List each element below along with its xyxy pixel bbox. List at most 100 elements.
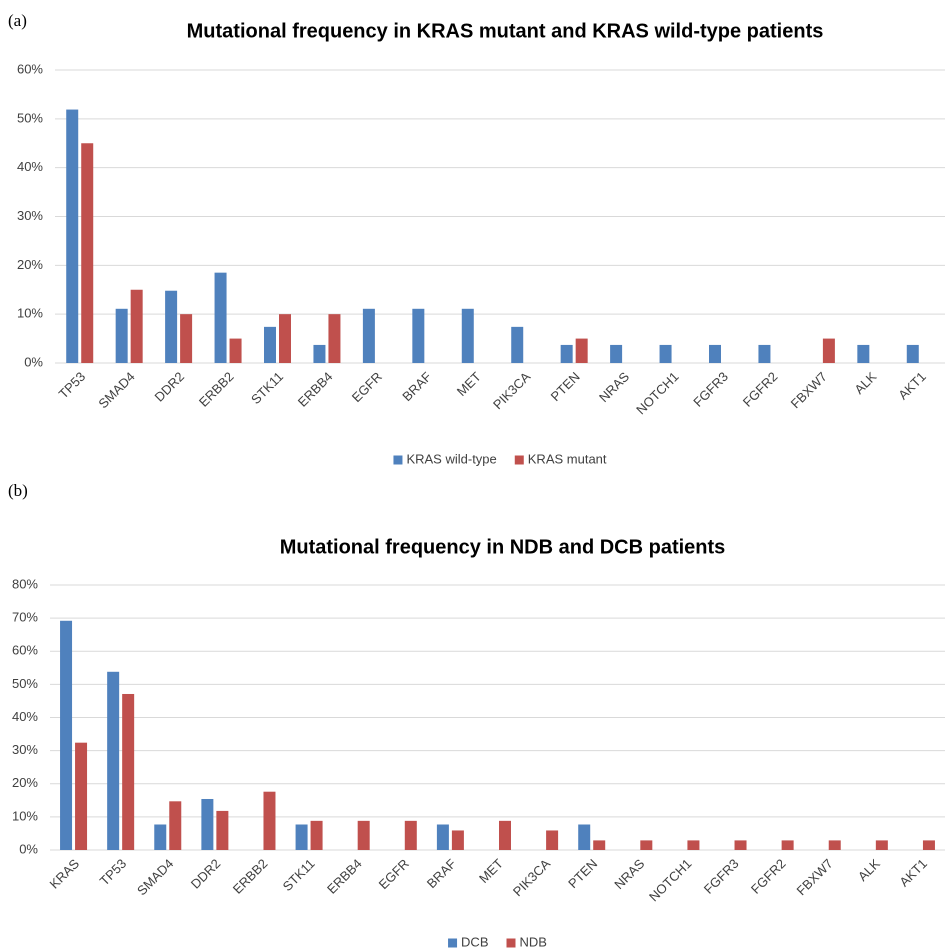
bar bbox=[75, 742, 88, 850]
bar bbox=[412, 308, 425, 363]
bar bbox=[165, 290, 178, 363]
bar bbox=[328, 314, 341, 363]
x-tick-label: PTEN bbox=[548, 369, 583, 404]
bar bbox=[511, 326, 524, 363]
x-tick-label: DDR2 bbox=[152, 369, 188, 405]
y-tick-label: 40% bbox=[12, 709, 38, 724]
x-tick-label: SMAD4 bbox=[134, 856, 176, 898]
x-tick-label: FGFR3 bbox=[701, 856, 742, 897]
bar bbox=[263, 791, 276, 850]
bar bbox=[60, 620, 73, 850]
bar bbox=[201, 798, 214, 850]
legend-label: DCB bbox=[461, 934, 488, 949]
bar bbox=[593, 840, 606, 850]
x-tick-label: PTEN bbox=[565, 856, 600, 891]
x-tick-label: SMAD4 bbox=[95, 369, 137, 411]
y-tick-label: 0% bbox=[19, 841, 38, 856]
x-tick-label: NOTCH1 bbox=[633, 369, 681, 417]
bar bbox=[734, 840, 747, 850]
x-tick-label: ALK bbox=[855, 856, 883, 884]
bar bbox=[758, 344, 771, 363]
bar bbox=[310, 820, 323, 850]
x-tick-label: FBXW7 bbox=[788, 369, 830, 411]
bar bbox=[66, 109, 79, 364]
y-tick-label: 70% bbox=[12, 610, 38, 625]
bar bbox=[906, 344, 919, 363]
bar bbox=[922, 840, 935, 850]
x-tick-label: BRAF bbox=[424, 856, 459, 891]
y-tick-label: 50% bbox=[17, 110, 43, 125]
bar bbox=[81, 143, 94, 363]
legend-swatch bbox=[514, 455, 524, 465]
bar bbox=[610, 344, 623, 363]
bar bbox=[295, 824, 308, 850]
x-tick-label: TP53 bbox=[97, 856, 130, 889]
x-tick-label: MET bbox=[454, 369, 484, 399]
bar bbox=[822, 338, 835, 363]
bar bbox=[313, 344, 326, 363]
y-tick-label: 60% bbox=[12, 643, 38, 658]
bar bbox=[828, 840, 841, 850]
bar bbox=[709, 344, 721, 363]
bar bbox=[154, 824, 167, 850]
y-tick-label: 0% bbox=[24, 354, 43, 369]
bar bbox=[180, 314, 193, 363]
x-tick-label: ALK bbox=[851, 369, 879, 397]
y-tick-label: 40% bbox=[17, 159, 43, 174]
y-tick-label: 30% bbox=[12, 742, 38, 757]
x-tick-label: KRAS bbox=[46, 856, 82, 892]
y-tick-label: 50% bbox=[12, 676, 38, 691]
bar bbox=[781, 840, 794, 850]
chart-title: Mutational frequency in KRAS mutant and … bbox=[187, 20, 824, 42]
legend-label: KRAS mutant bbox=[528, 451, 607, 466]
x-tick-label: MET bbox=[476, 856, 506, 886]
x-tick-label: NRAS bbox=[611, 856, 647, 892]
x-tick-label: AKT1 bbox=[895, 369, 929, 403]
x-tick-label: PIK3CA bbox=[510, 856, 554, 900]
bar bbox=[362, 308, 375, 363]
bar bbox=[560, 344, 573, 363]
x-tick-label: ERBB2 bbox=[230, 856, 271, 897]
x-tick-label: TP53 bbox=[56, 369, 89, 402]
legend-label: KRAS wild-type bbox=[406, 451, 496, 466]
bar bbox=[451, 830, 464, 850]
bar bbox=[499, 820, 511, 850]
y-tick-label: 10% bbox=[12, 808, 38, 823]
y-tick-label: 60% bbox=[17, 61, 43, 76]
x-tick-label: EGFR bbox=[376, 856, 412, 892]
x-tick-label: FGFR3 bbox=[690, 369, 731, 410]
bar bbox=[122, 693, 135, 850]
bar bbox=[169, 801, 182, 850]
bar bbox=[107, 671, 120, 850]
bar bbox=[575, 338, 588, 363]
bar bbox=[578, 824, 591, 850]
legend-label: NDB bbox=[520, 934, 547, 949]
bar bbox=[357, 820, 370, 850]
chart-title: Mutational frequency in NDB and DCB pati… bbox=[280, 536, 726, 558]
x-tick-label: FGFR2 bbox=[748, 856, 789, 897]
bar bbox=[115, 308, 128, 363]
bar bbox=[461, 308, 474, 363]
bar bbox=[687, 840, 700, 850]
x-tick-label: PIK3CA bbox=[490, 369, 534, 413]
bar bbox=[659, 344, 672, 363]
legend-swatch bbox=[506, 938, 516, 948]
bar bbox=[216, 810, 229, 850]
panel-label: (a) bbox=[8, 11, 27, 30]
bar bbox=[214, 272, 227, 363]
bar bbox=[857, 344, 870, 363]
bar bbox=[130, 289, 143, 363]
y-tick-label: 30% bbox=[17, 208, 43, 223]
y-tick-label: 20% bbox=[17, 257, 43, 272]
x-tick-label: EGFR bbox=[349, 369, 385, 405]
x-tick-label: FBXW7 bbox=[794, 856, 836, 898]
bar bbox=[875, 840, 888, 850]
bar bbox=[404, 820, 417, 850]
x-tick-label: BRAF bbox=[399, 369, 434, 404]
bar bbox=[436, 824, 449, 850]
x-tick-label: FGFR2 bbox=[740, 369, 781, 410]
x-tick-label: ERBB4 bbox=[295, 369, 336, 410]
y-tick-label: 20% bbox=[12, 775, 38, 790]
x-tick-label: ERBB2 bbox=[196, 369, 237, 410]
